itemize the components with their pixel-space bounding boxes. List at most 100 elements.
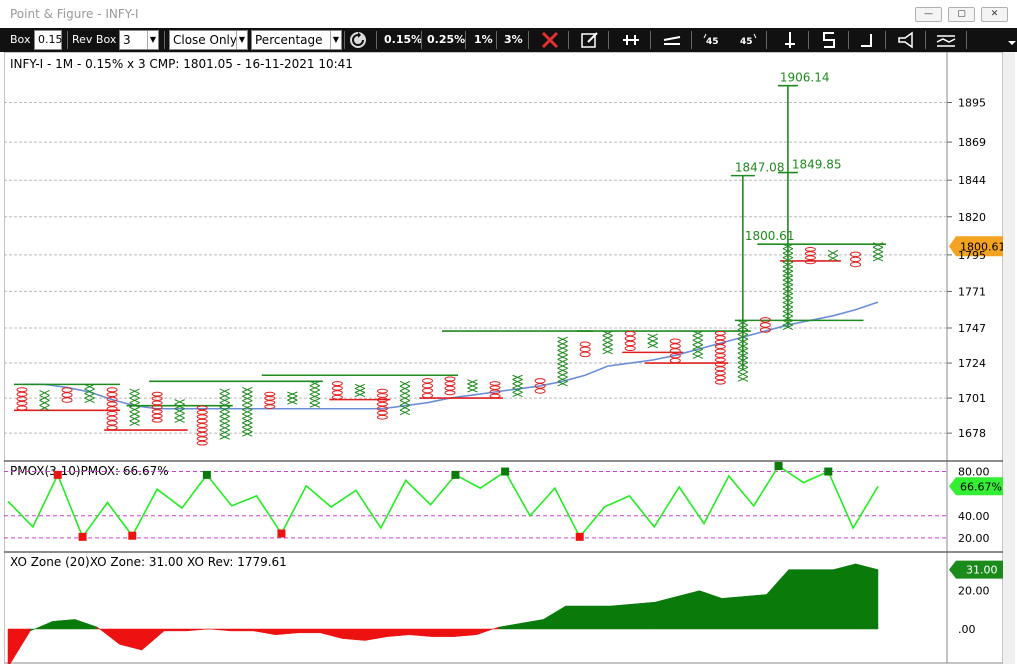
x-mark xyxy=(737,362,749,368)
o-mark xyxy=(16,396,28,402)
x-mark xyxy=(219,420,230,426)
rotate-left-45-icon[interactable]: 45 xyxy=(703,30,723,50)
x-mark xyxy=(512,387,523,393)
y-tick-label: 1869 xyxy=(958,136,986,149)
x-mark xyxy=(219,411,230,417)
indicator-icon[interactable] xyxy=(936,30,956,50)
o-mark xyxy=(151,404,163,410)
x-mark xyxy=(39,404,50,411)
zone-area-segment xyxy=(855,563,879,630)
o-mark xyxy=(61,397,73,403)
step-icon[interactable] xyxy=(857,30,877,50)
scale-select[interactable]: Percentage ▼ xyxy=(251,30,342,50)
o-mark xyxy=(331,385,343,391)
announce-icon[interactable] xyxy=(896,30,916,50)
o-column xyxy=(421,378,433,399)
vertical-line-icon[interactable] xyxy=(780,30,800,50)
x-column xyxy=(129,388,140,426)
point-and-figure-chart[interactable]: INFY-I - 1M - 0.15% x 3 CMP: 1801.05 - 1… xyxy=(3,51,1006,668)
pmox-signal-marker xyxy=(774,462,783,470)
o-mark xyxy=(376,393,388,398)
x-mark xyxy=(512,379,523,385)
o-mark xyxy=(804,247,816,252)
rotate-right-45-icon[interactable]: 45 xyxy=(737,30,757,50)
o-column xyxy=(61,387,73,403)
pct-button-2[interactable]: 0.25% xyxy=(427,33,466,46)
o-mark xyxy=(624,345,636,352)
o-mark xyxy=(669,353,681,359)
target-label: 1849.85 xyxy=(792,158,842,172)
price-mode-select[interactable]: Close Only ▼ xyxy=(169,30,248,50)
zone-area-segment xyxy=(833,563,856,630)
o-mark xyxy=(444,385,456,391)
o-column xyxy=(759,317,771,333)
target-label: 1847.08 xyxy=(735,161,785,175)
zone-tick-label: .00 xyxy=(958,623,976,636)
pmox-signal-marker xyxy=(202,470,211,479)
o-mark xyxy=(534,378,546,384)
x-mark xyxy=(242,413,253,419)
x-mark xyxy=(219,393,230,399)
edit-icon[interactable] xyxy=(580,30,600,50)
x-mark xyxy=(692,353,703,359)
pmox-signal-marker xyxy=(501,467,510,476)
rev-box-select[interactable]: 3 ▼ xyxy=(119,30,159,50)
o-mark xyxy=(804,255,816,261)
zone-area-segment xyxy=(163,628,187,632)
zone-value-tag xyxy=(949,560,1004,579)
minimize-button[interactable]: — xyxy=(915,7,942,22)
x-mark xyxy=(872,255,884,262)
o-mark xyxy=(759,317,771,323)
o-column xyxy=(196,405,208,446)
o-mark xyxy=(196,405,208,411)
x-mark xyxy=(647,338,658,344)
x-mark xyxy=(782,261,794,268)
pct-button-3[interactable]: 1% xyxy=(474,33,493,46)
zone-area-segment xyxy=(297,628,321,634)
o-mark xyxy=(714,361,726,367)
o-column xyxy=(534,378,546,394)
vertical-scrollbar[interactable] xyxy=(1003,52,1015,664)
chevron-down-icon[interactable] xyxy=(1002,30,1017,50)
x-mark xyxy=(782,243,794,250)
o-mark xyxy=(534,388,546,394)
x-mark xyxy=(557,367,568,374)
refresh-icon[interactable] xyxy=(348,30,368,50)
bracket-icon[interactable] xyxy=(820,30,840,50)
x-mark xyxy=(872,246,884,253)
x-mark xyxy=(557,381,568,387)
x-mark xyxy=(129,397,140,404)
o-mark xyxy=(106,396,118,402)
x-mark xyxy=(737,343,749,349)
close-x-icon[interactable] xyxy=(540,30,560,50)
pct-button-4[interactable]: 3% xyxy=(504,33,523,46)
o-mark xyxy=(714,344,726,350)
x-mark xyxy=(129,420,140,426)
window-title: Point & Figure - INFY-I xyxy=(10,7,139,21)
x-mark xyxy=(692,330,703,337)
pct-button-1[interactable]: 0.15% xyxy=(384,33,423,46)
x-mark xyxy=(737,352,749,359)
o-mark xyxy=(624,340,636,347)
o-mark xyxy=(804,259,816,265)
o-mark xyxy=(849,261,861,268)
box-label: Box xyxy=(10,33,31,46)
x-column xyxy=(354,383,366,398)
x-mark xyxy=(602,335,613,341)
close-window-button[interactable]: ✕ xyxy=(981,7,1008,22)
x-mark xyxy=(242,400,253,406)
box-size-input[interactable]: 0.15 xyxy=(34,30,63,50)
x-mark xyxy=(782,252,794,259)
maximize-button[interactable]: ▢ xyxy=(948,7,975,22)
zone-area-segment xyxy=(186,628,209,632)
o-mark xyxy=(196,414,208,420)
x-mark xyxy=(354,383,366,389)
x-mark xyxy=(242,426,253,433)
x-mark xyxy=(737,371,749,378)
x-mark xyxy=(782,248,794,254)
trend-icon[interactable] xyxy=(662,30,682,50)
x-mark xyxy=(782,288,794,295)
x-mark xyxy=(737,324,749,331)
pin-icon[interactable] xyxy=(621,30,641,50)
o-mark xyxy=(421,392,433,399)
